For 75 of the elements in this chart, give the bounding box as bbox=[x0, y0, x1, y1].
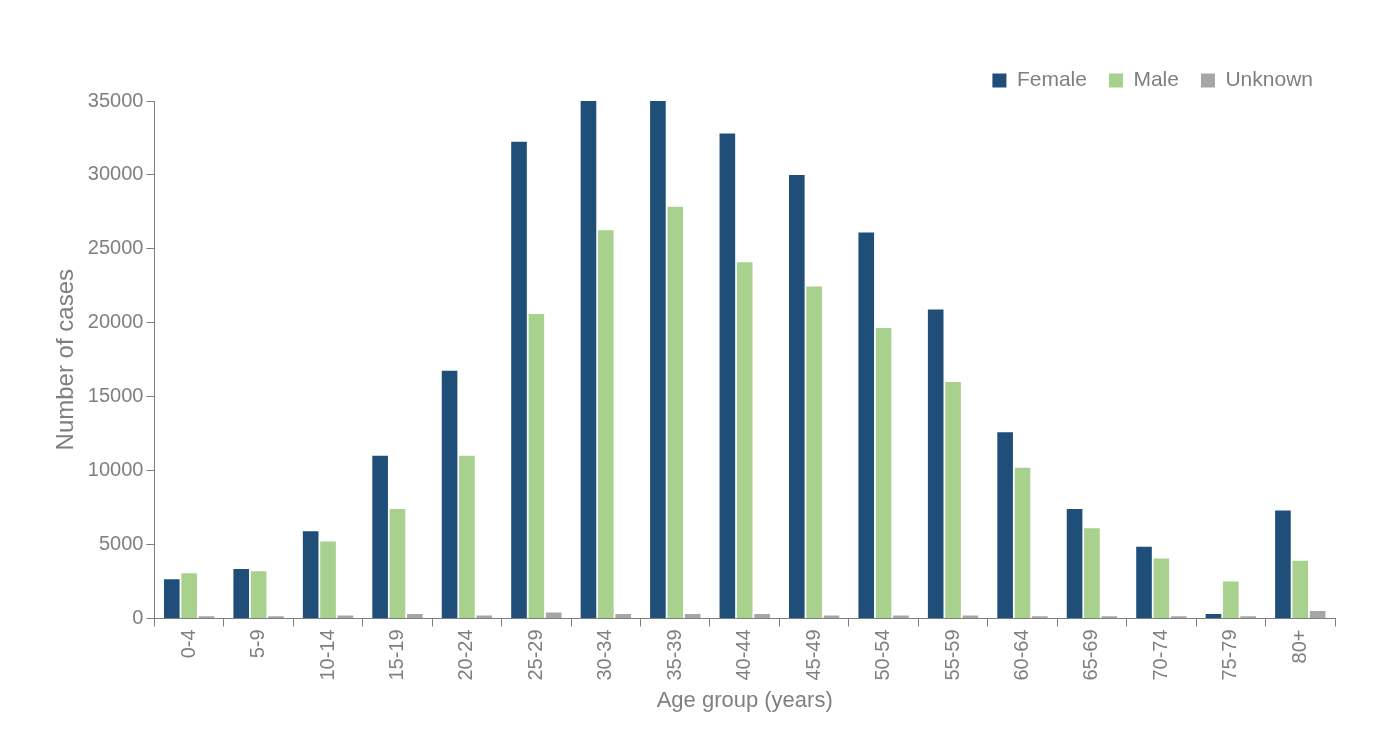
bar bbox=[875, 327, 892, 618]
bar bbox=[736, 262, 753, 618]
x-tick-label: 65-69 bbox=[1079, 629, 1102, 681]
bar bbox=[476, 615, 493, 618]
bar bbox=[927, 309, 944, 618]
bar bbox=[1136, 546, 1152, 618]
bar bbox=[1309, 611, 1326, 618]
bar bbox=[163, 579, 180, 618]
bar bbox=[806, 286, 822, 618]
x-tick-label: 45-49 bbox=[801, 629, 824, 681]
y-tick-label: 25000 bbox=[87, 236, 144, 259]
legend-label: Unknown bbox=[1225, 67, 1314, 91]
bar bbox=[788, 174, 805, 618]
x-tick-label: 20-24 bbox=[454, 629, 477, 681]
bar bbox=[754, 614, 770, 618]
y-tick-label: 0 bbox=[132, 605, 144, 628]
x-tick-label: 0-4 bbox=[176, 629, 199, 659]
y-tick-label: 20000 bbox=[87, 310, 144, 333]
bar bbox=[302, 531, 319, 618]
y-tick-label: 35000 bbox=[87, 88, 144, 111]
x-tick-label: 55-59 bbox=[940, 629, 963, 681]
x-tick-label: 80+ bbox=[1287, 629, 1310, 664]
bar bbox=[1292, 560, 1309, 618]
bar bbox=[181, 573, 197, 618]
bar bbox=[997, 432, 1013, 618]
x-tick-label: 35-39 bbox=[662, 629, 685, 681]
x-tick-label: 60-64 bbox=[1010, 629, 1033, 681]
x-tick-label: 75-79 bbox=[1218, 629, 1241, 681]
bar bbox=[459, 455, 475, 618]
bar bbox=[407, 614, 423, 618]
bar bbox=[1275, 510, 1291, 618]
legend-label: Female bbox=[1016, 67, 1087, 91]
bar bbox=[1153, 558, 1170, 618]
bar bbox=[389, 509, 406, 618]
bar bbox=[372, 455, 388, 618]
bar bbox=[1223, 581, 1239, 618]
bar bbox=[1014, 467, 1031, 618]
y-tick-label: 10000 bbox=[87, 458, 144, 481]
x-tick-label: 50-54 bbox=[871, 629, 894, 681]
y-tick-label: 15000 bbox=[87, 384, 144, 407]
bar bbox=[511, 141, 527, 618]
bar bbox=[250, 571, 267, 618]
bar bbox=[528, 313, 545, 618]
legend-label: Male bbox=[1133, 67, 1179, 91]
bar bbox=[598, 230, 614, 618]
bar bbox=[962, 615, 979, 618]
bar bbox=[893, 615, 909, 618]
x-axis-title: Age group (years) bbox=[656, 686, 833, 712]
bar bbox=[823, 615, 840, 618]
x-tick-label: 30-34 bbox=[593, 629, 616, 681]
bar bbox=[545, 612, 562, 618]
bar bbox=[320, 541, 336, 618]
bar bbox=[1084, 528, 1100, 618]
x-tick-label: 70-74 bbox=[1148, 629, 1171, 681]
y-tick-label: 30000 bbox=[87, 162, 144, 185]
bar bbox=[580, 101, 597, 618]
bar bbox=[650, 101, 666, 618]
bar bbox=[858, 232, 875, 618]
x-tick-label: 10-14 bbox=[315, 629, 338, 681]
bar bbox=[615, 614, 631, 618]
bar bbox=[233, 568, 250, 618]
bar bbox=[441, 370, 458, 618]
bar bbox=[337, 615, 354, 618]
bar bbox=[719, 133, 736, 618]
bar bbox=[945, 381, 961, 618]
bar bbox=[1066, 509, 1083, 618]
x-tick-label: 5-9 bbox=[246, 629, 269, 659]
bar bbox=[684, 614, 701, 618]
x-tick-label: 40-44 bbox=[732, 629, 755, 681]
bar bbox=[1205, 614, 1222, 618]
x-tick-label: 25-29 bbox=[523, 629, 546, 681]
x-tick-label: 15-19 bbox=[384, 629, 407, 681]
y-axis-title: Number of cases bbox=[51, 269, 79, 451]
bar bbox=[667, 206, 684, 618]
y-tick-label: 5000 bbox=[98, 532, 144, 555]
